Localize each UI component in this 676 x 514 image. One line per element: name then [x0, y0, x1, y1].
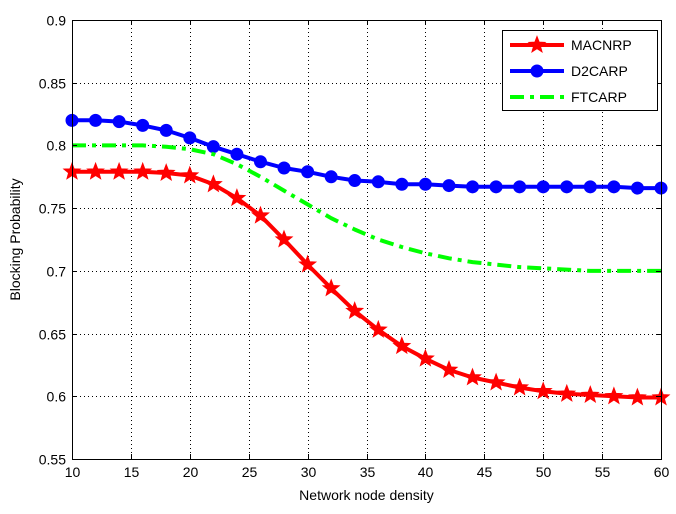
x-tick-label: 55	[595, 464, 611, 480]
y-tick-label: 0.6	[47, 389, 67, 405]
data-point-macnrp	[628, 387, 647, 406]
series-layer	[62, 113, 671, 406]
legend-marker	[527, 35, 547, 54]
series-macnrp	[62, 161, 671, 406]
data-point-d2carp	[206, 140, 220, 154]
legend-item-ftcarp: FTCARP	[510, 89, 627, 105]
data-point-macnrp	[415, 348, 435, 367]
data-point-macnrp	[86, 161, 105, 180]
data-point-d2carp	[630, 181, 644, 195]
data-point-macnrp	[203, 174, 223, 193]
x-tick-label: 25	[242, 464, 258, 480]
data-point-d2carp	[301, 165, 315, 179]
x-tick-label: 45	[477, 464, 493, 480]
data-point-d2carp	[607, 180, 621, 194]
data-point-d2carp	[560, 180, 574, 194]
data-point-d2carp	[418, 177, 432, 191]
legend-label: FTCARP	[571, 89, 627, 105]
y-axis-label: Blocking Probability	[7, 178, 23, 300]
data-point-d2carp	[277, 161, 291, 175]
data-point-d2carp	[489, 180, 503, 194]
data-point-macnrp	[345, 301, 365, 320]
data-point-macnrp	[486, 372, 506, 391]
data-point-d2carp	[536, 180, 550, 194]
legend-label: MACNRP	[571, 37, 632, 53]
x-tick-label: 20	[183, 464, 199, 480]
data-point-d2carp	[230, 147, 244, 161]
data-point-d2carp	[183, 131, 197, 145]
y-tick-label: 0.7	[47, 264, 67, 280]
x-axis-label: Network node density	[299, 487, 434, 503]
data-point-d2carp	[136, 118, 150, 132]
y-tick-label: 0.75	[39, 201, 66, 217]
x-tick-label: 10	[65, 464, 81, 480]
legend-item-d2carp: D2CARP	[510, 63, 628, 79]
legend-item-macnrp: MACNRP	[510, 35, 632, 54]
data-point-d2carp	[112, 115, 126, 129]
data-point-macnrp	[557, 383, 577, 402]
x-tick-label: 50	[536, 464, 552, 480]
series-line-ftcarp	[72, 143, 661, 273]
data-point-macnrp	[180, 165, 200, 184]
data-point-d2carp	[442, 179, 456, 193]
data-point-macnrp	[321, 278, 341, 297]
data-point-macnrp	[109, 161, 129, 180]
data-point-macnrp	[298, 254, 318, 273]
data-point-d2carp	[89, 113, 103, 127]
data-point-d2carp	[253, 155, 267, 169]
data-point-macnrp	[392, 336, 412, 355]
data-point-d2carp	[324, 170, 338, 184]
data-point-d2carp	[583, 180, 597, 194]
data-point-macnrp	[533, 381, 553, 400]
y-tick-label: 0.55	[39, 452, 66, 468]
y-tick-label: 0.8	[47, 138, 67, 154]
data-point-macnrp	[156, 163, 176, 182]
x-tick-label: 60	[654, 464, 670, 480]
data-point-macnrp	[133, 161, 153, 180]
legend-label: D2CARP	[571, 63, 628, 79]
legend-marker	[530, 64, 544, 78]
series-d2carp	[65, 113, 668, 195]
data-point-macnrp	[510, 377, 530, 396]
legend: MACNRP D2CARP FTCARP	[502, 30, 658, 111]
data-point-d2carp	[371, 175, 385, 189]
y-tick-label: 0.9	[47, 13, 67, 29]
data-point-macnrp	[463, 367, 482, 386]
data-point-macnrp	[251, 205, 270, 224]
series-ftcarp	[72, 143, 661, 273]
y-tick-label: 0.85	[39, 76, 66, 92]
data-point-d2carp	[466, 180, 480, 194]
x-tick-label: 40	[418, 464, 434, 480]
data-point-d2carp	[159, 123, 173, 137]
data-point-macnrp	[274, 229, 294, 248]
x-tick-label: 15	[124, 464, 140, 480]
data-point-d2carp	[395, 177, 409, 191]
data-point-macnrp	[227, 188, 247, 207]
data-point-macnrp	[580, 385, 600, 404]
data-point-macnrp	[604, 386, 624, 405]
data-point-d2carp	[513, 180, 527, 194]
data-point-macnrp	[439, 360, 459, 378]
data-point-macnrp	[368, 319, 388, 338]
data-point-d2carp	[348, 174, 362, 188]
y-tick-label: 0.65	[39, 327, 66, 343]
ticks: 10 15 20 25 30 35 40 45 50 55 60 0.55 0.6 0.65 0.7 0.75…	[39, 13, 670, 481]
x-tick-label: 30	[301, 464, 317, 480]
x-tick-label: 35	[360, 464, 376, 480]
